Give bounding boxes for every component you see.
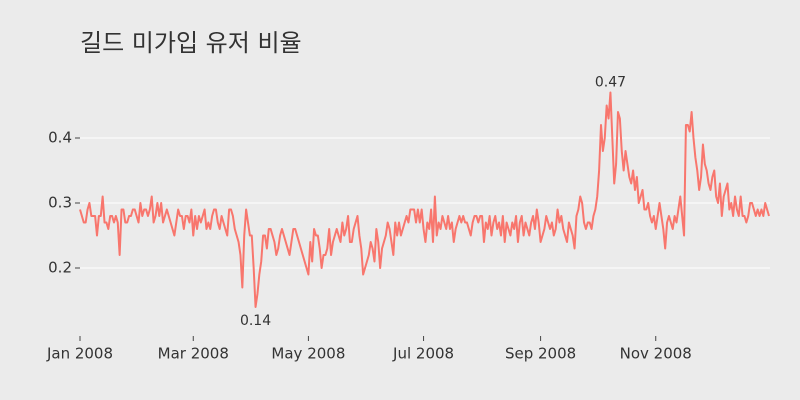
x-tick-label: May 2008 [271, 345, 345, 363]
value-label: 0.47 [595, 75, 626, 91]
x-tick-label: Sep 2008 [505, 345, 576, 363]
chart-title: 길드 미가입 유저 비율 [80, 29, 302, 57]
y-tick-label: 0.2 [48, 259, 72, 277]
value-label: 0.14 [240, 313, 271, 329]
y-tick-label: 0.3 [48, 194, 72, 212]
line [79, 91, 770, 308]
x-tick-label: Nov 2008 [620, 345, 692, 363]
x-tick-label: Jul 2008 [392, 345, 454, 363]
x-tick-label: Mar 2008 [158, 345, 229, 363]
y-tick-label: 0.4 [48, 129, 72, 147]
x-tick-label: Jan 2008 [46, 345, 113, 363]
